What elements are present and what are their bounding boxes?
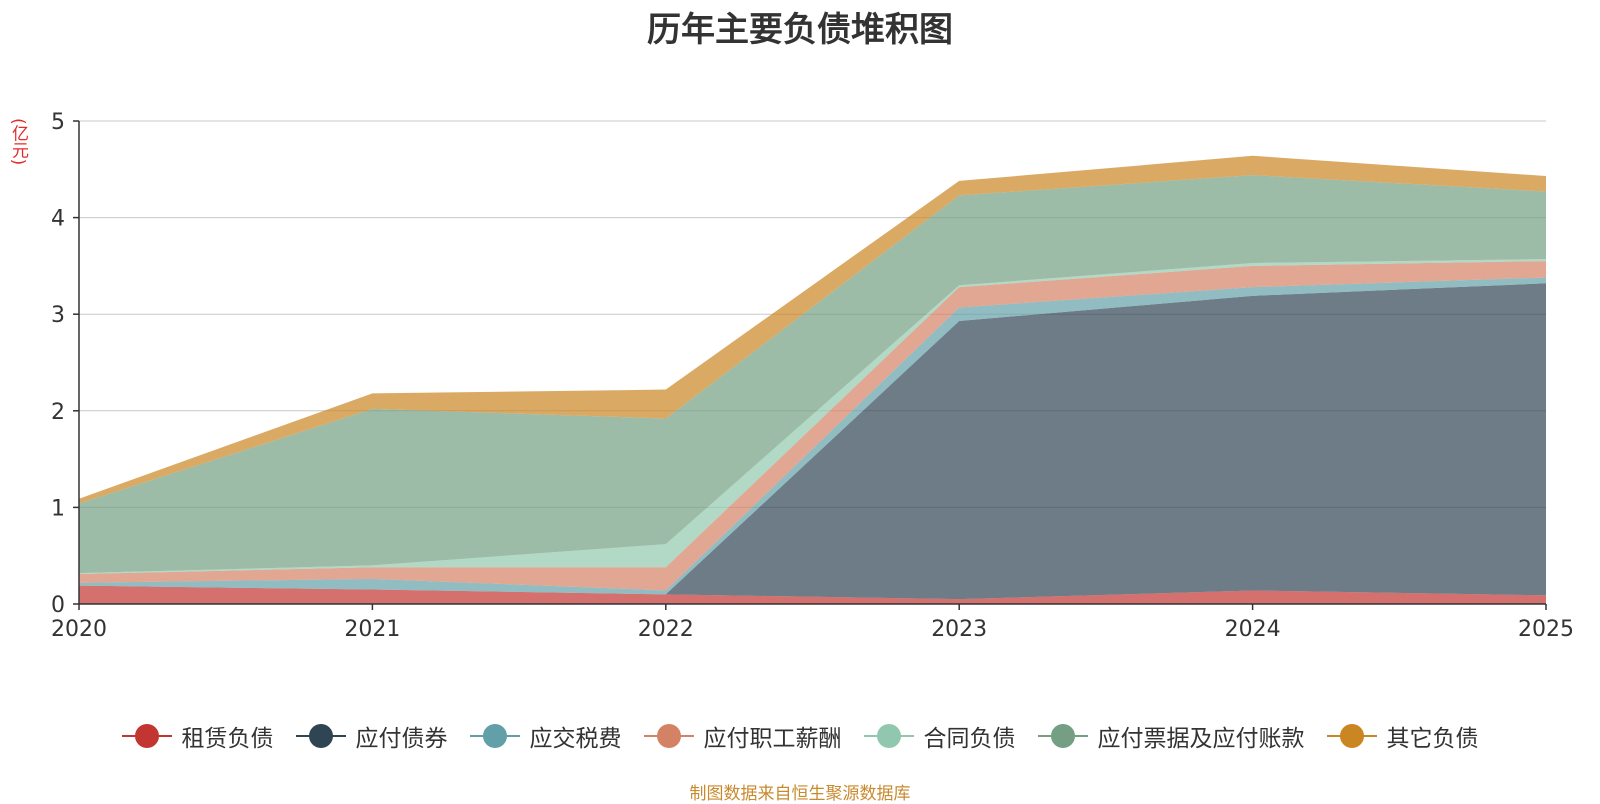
y-tick-label: 0 xyxy=(51,593,65,618)
legend-label: 合同负债 xyxy=(923,726,1016,752)
y-tick-label: 1 xyxy=(51,496,65,521)
legend-label: 租赁负债 xyxy=(181,726,274,752)
x-tick-label: 2022 xyxy=(638,617,694,642)
area-series-1 xyxy=(79,585,1546,604)
legend-item-2[interactable]: 应付债券 xyxy=(295,719,448,753)
y-tick-label: 5 xyxy=(51,110,65,135)
data-source-note: 制图数据来自恒生聚源数据库 xyxy=(689,784,911,804)
stacked-area-chart: 0 1 2 3 4 5 2020 2021 2022 2023 2024 2025 xyxy=(51,110,1574,642)
area-series-5 xyxy=(79,259,1546,575)
axes xyxy=(73,120,1547,610)
y-tick-label: 4 xyxy=(51,207,65,232)
legend-item-3[interactable]: 应交税费 xyxy=(469,719,622,753)
legend: 租赁负债 应付债券 应交税费 应付职工薪酬 合同负债 应付票据及应付账款 其它负债 xyxy=(0,719,1600,753)
y-axis-unit: (亿元) xyxy=(8,118,28,166)
legend-label: 应付职工薪酬 xyxy=(703,726,842,752)
legend-label: 应付债券 xyxy=(355,726,448,752)
tick-labels: 0 1 2 3 4 5 2020 2021 2022 2023 2024 2025 xyxy=(51,110,1574,642)
legend-item-7[interactable]: 其它负债 xyxy=(1326,719,1479,753)
x-tick-label: 2020 xyxy=(51,617,107,642)
legend-item-5[interactable]: 合同负债 xyxy=(863,719,1016,753)
area-series-6 xyxy=(79,175,1546,574)
legend-marker-icon xyxy=(295,723,346,749)
y-tick-label: 2 xyxy=(51,400,65,425)
legend-label: 其它负债 xyxy=(1386,726,1479,752)
legend-marker-icon xyxy=(863,723,914,749)
legend-marker-icon xyxy=(1037,723,1088,749)
legend-item-4[interactable]: 应付职工薪酬 xyxy=(643,719,842,753)
area-series xyxy=(79,155,1546,604)
area-series-2 xyxy=(79,283,1546,600)
legend-marker-icon xyxy=(469,723,520,749)
legend-label: 应付票据及应付账款 xyxy=(1097,726,1305,752)
x-tick-label: 2021 xyxy=(344,617,400,642)
x-tick-label: 2023 xyxy=(931,617,987,642)
x-tick-label: 2024 xyxy=(1225,617,1281,642)
legend-marker-icon xyxy=(643,723,694,749)
chart-title: 历年主要负债堆积图 xyxy=(647,10,953,50)
y-tick-label: 3 xyxy=(51,303,65,328)
legend-item-1[interactable]: 租赁负债 xyxy=(121,719,274,753)
legend-marker-icon xyxy=(121,723,172,749)
x-tick-label: 2025 xyxy=(1518,617,1574,642)
legend-marker-icon xyxy=(1326,723,1377,749)
legend-item-6[interactable]: 应付票据及应付账款 xyxy=(1037,719,1305,753)
legend-label: 应交税费 xyxy=(529,726,622,752)
